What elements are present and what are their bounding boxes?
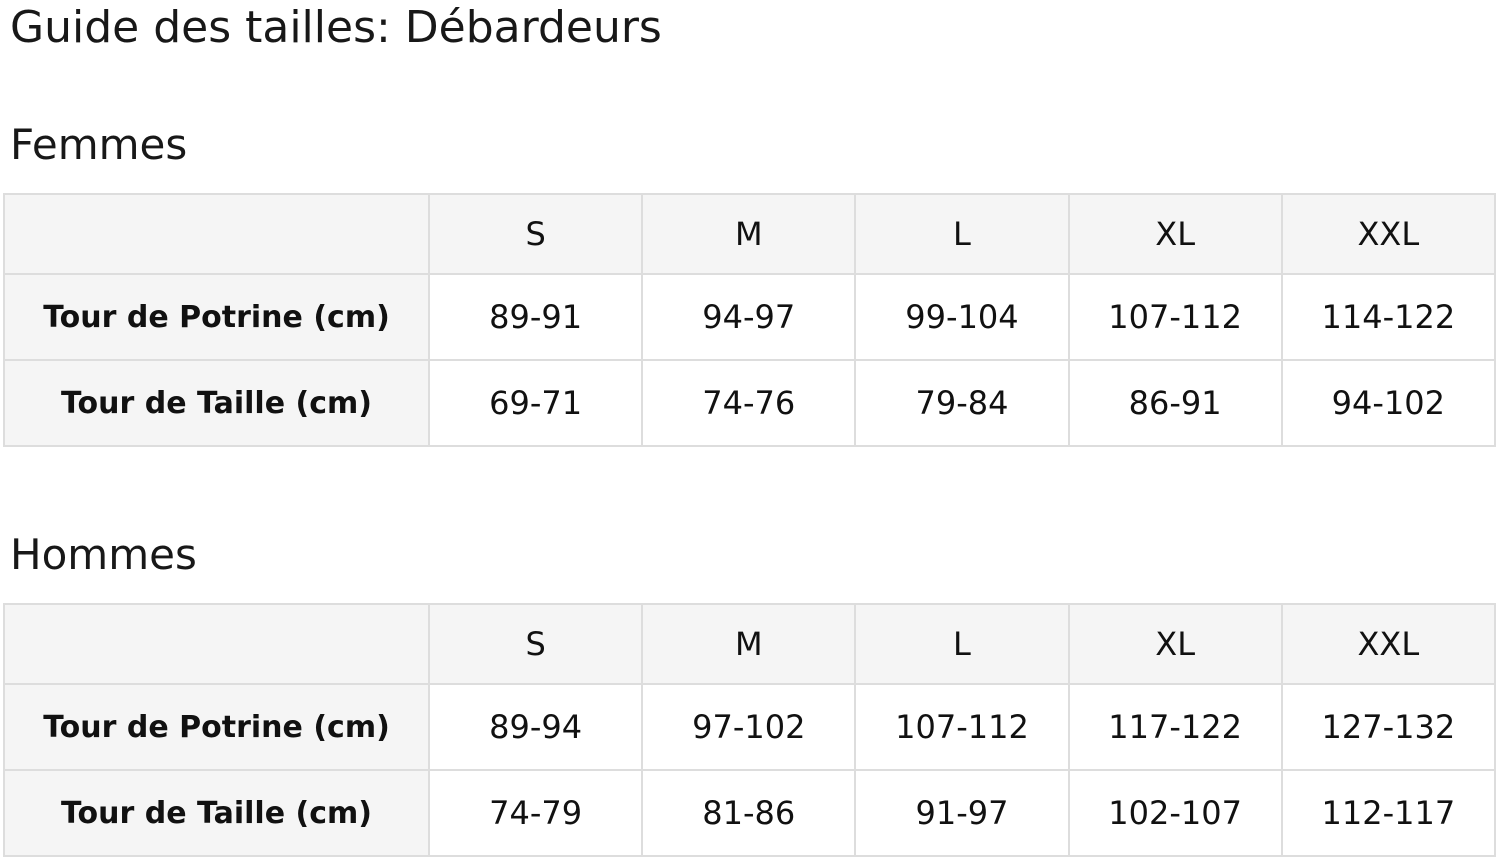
cell-chest-m: 94-97 <box>641 273 857 361</box>
cell-chest-l: 107-112 <box>854 683 1070 771</box>
cell-waist-xxl: 94-102 <box>1280 359 1496 447</box>
row-label-chest: Tour de Potrine (cm) <box>3 273 430 361</box>
cell-chest-xl: 117-122 <box>1067 683 1283 771</box>
cell-waist-xxl: 112-117 <box>1280 769 1496 857</box>
cell-chest-xl: 107-112 <box>1067 273 1283 361</box>
table-row: Tour de Taille (cm) 69-71 74-76 79-84 86… <box>3 359 1496 447</box>
cell-waist-m: 74-76 <box>641 359 857 447</box>
column-header-xl: XL <box>1067 193 1283 275</box>
column-header-xxl: XXL <box>1280 603 1496 685</box>
cell-chest-s: 89-91 <box>427 273 644 361</box>
cell-chest-s: 89-94 <box>427 683 644 771</box>
column-header-xxl: XXL <box>1280 193 1496 275</box>
section-hommes: Hommes S M L XL XXL <box>0 500 1500 864</box>
table-header-row: S M L XL XXL <box>3 193 1496 275</box>
size-table-hommes: S M L XL XXL Tour de Potrine (cm) 89-94 … <box>3 603 1496 857</box>
cell-chest-l: 99-104 <box>854 273 1070 361</box>
table-corner-cell <box>3 603 430 685</box>
table-header-row: S M L XL XXL <box>3 603 1496 685</box>
table-body: Tour de Potrine (cm) 89-91 94-97 99-104 … <box>3 273 1496 447</box>
table-row: Tour de Taille (cm) 74-79 81-86 91-97 10… <box>3 769 1496 857</box>
section-femmes: Femmes S M L XL XXL <box>3 120 1496 447</box>
column-header-s: S <box>427 193 644 275</box>
column-header-m: M <box>641 193 857 275</box>
column-header-s: S <box>427 603 644 685</box>
table-corner-cell <box>3 193 430 275</box>
column-header-xl: XL <box>1067 603 1283 685</box>
cell-waist-xl: 86-91 <box>1067 359 1283 447</box>
row-label-waist: Tour de Taille (cm) <box>3 769 430 857</box>
table-row: Tour de Potrine (cm) 89-94 97-102 107-11… <box>3 683 1496 771</box>
cell-waist-s: 74-79 <box>427 769 644 857</box>
table-row: Tour de Potrine (cm) 89-91 94-97 99-104 … <box>3 273 1496 361</box>
cell-chest-xxl: 127-132 <box>1280 683 1496 771</box>
table-body: Tour de Potrine (cm) 89-94 97-102 107-11… <box>3 683 1496 857</box>
page-title: Guide des tailles: Débardeurs <box>10 2 662 53</box>
section-heading: Hommes <box>10 530 197 579</box>
cell-chest-xxl: 114-122 <box>1280 273 1496 361</box>
size-table-femmes: S M L XL XXL Tour de Potrine (cm) 89-91 … <box>3 193 1496 447</box>
cell-chest-m: 97-102 <box>641 683 857 771</box>
section-heading: Femmes <box>10 120 188 169</box>
cell-waist-s: 69-71 <box>427 359 644 447</box>
cell-waist-l: 91-97 <box>854 769 1070 857</box>
cell-waist-m: 81-86 <box>641 769 857 857</box>
cell-waist-l: 79-84 <box>854 359 1070 447</box>
table-header: S M L XL XXL <box>3 193 1496 275</box>
table-header: S M L XL XXL <box>3 603 1496 685</box>
column-header-l: L <box>854 603 1070 685</box>
column-header-l: L <box>854 193 1070 275</box>
column-header-m: M <box>641 603 857 685</box>
row-label-waist: Tour de Taille (cm) <box>3 359 430 447</box>
cell-waist-xl: 102-107 <box>1067 769 1283 857</box>
row-label-chest: Tour de Potrine (cm) <box>3 683 430 771</box>
